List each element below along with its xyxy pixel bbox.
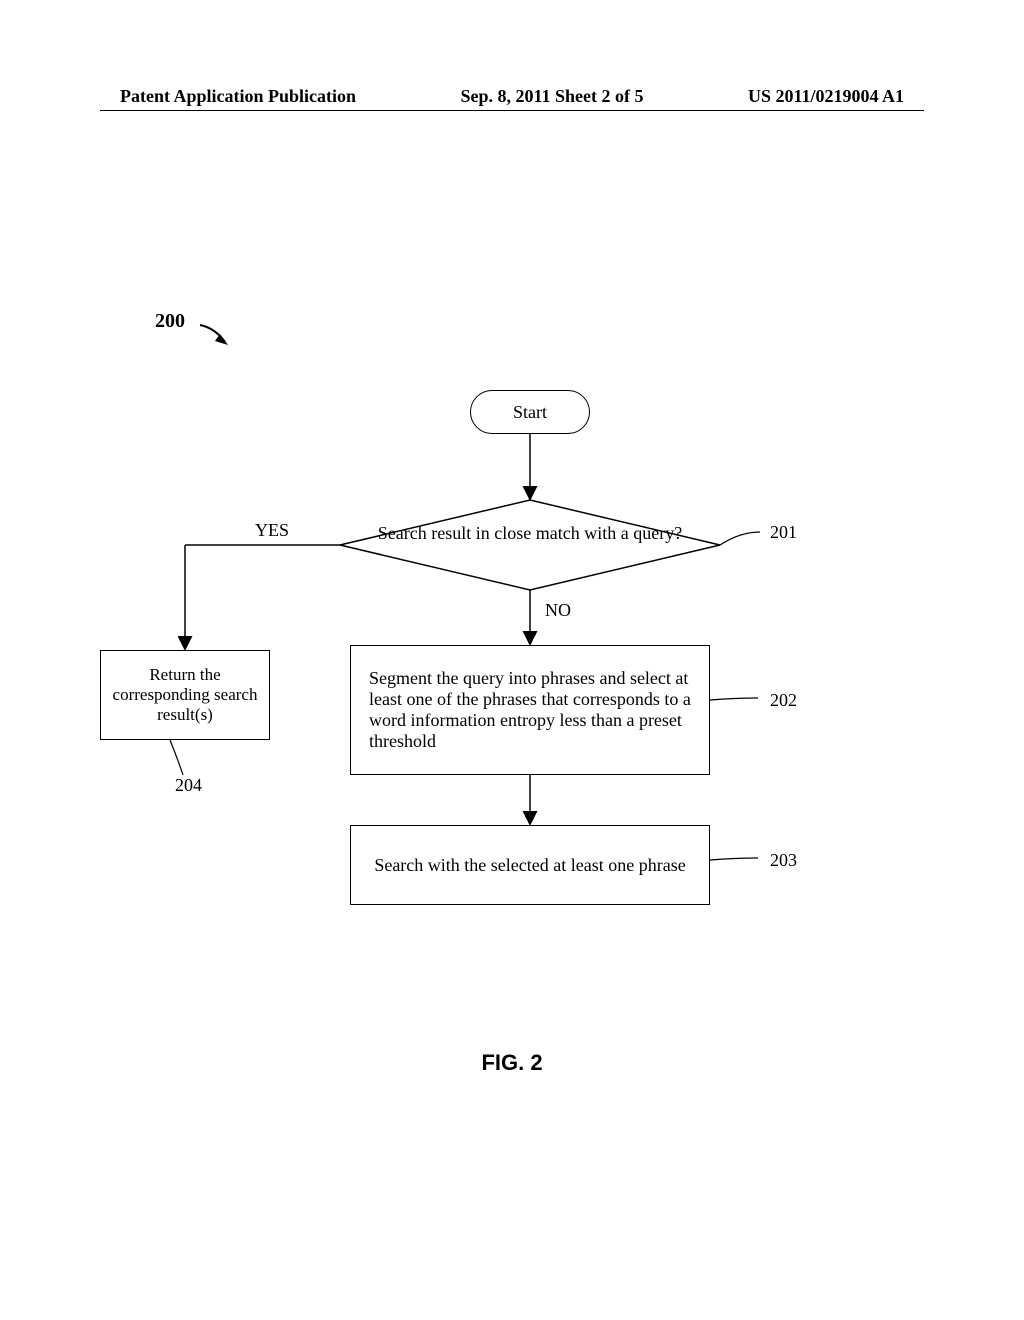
box-204-text: Return the corresponding search result(s… — [109, 665, 261, 725]
header-right: US 2011/0219004 A1 — [748, 86, 904, 107]
process-node-204: Return the corresponding search result(s… — [100, 650, 270, 740]
process-node-203: Search with the selected at least one ph… — [350, 825, 710, 905]
decision-node-201: Search result in close match with a quer… — [340, 500, 720, 590]
decision-text: Search result in close match with a quer… — [340, 522, 720, 544]
page-header: Patent Application Publication Sep. 8, 2… — [0, 86, 1024, 107]
header-center: Sep. 8, 2011 Sheet 2 of 5 — [460, 86, 643, 107]
ref-label-204: 204 — [175, 775, 202, 796]
figure-label: FIG. 2 — [0, 1050, 1024, 1076]
box-203-text: Search with the selected at least one ph… — [374, 855, 685, 876]
edge-label-no: NO — [545, 600, 571, 621]
start-node: Start — [470, 390, 590, 434]
process-node-202: Segment the query into phrases and selec… — [350, 645, 710, 775]
edge-label-yes: YES — [255, 520, 289, 541]
ref-label-200: 200 — [155, 310, 185, 333]
flowchart-diagram: 200 Start Search result in close match w… — [0, 270, 1024, 1170]
ref-label-202: 202 — [770, 690, 797, 711]
header-divider — [100, 110, 924, 111]
box-202-text: Segment the query into phrases and selec… — [369, 668, 691, 752]
start-label: Start — [513, 402, 547, 423]
header-left: Patent Application Publication — [120, 86, 356, 107]
ref-label-201-text: 201 — [770, 522, 797, 542]
ref-label-203: 203 — [770, 850, 797, 871]
